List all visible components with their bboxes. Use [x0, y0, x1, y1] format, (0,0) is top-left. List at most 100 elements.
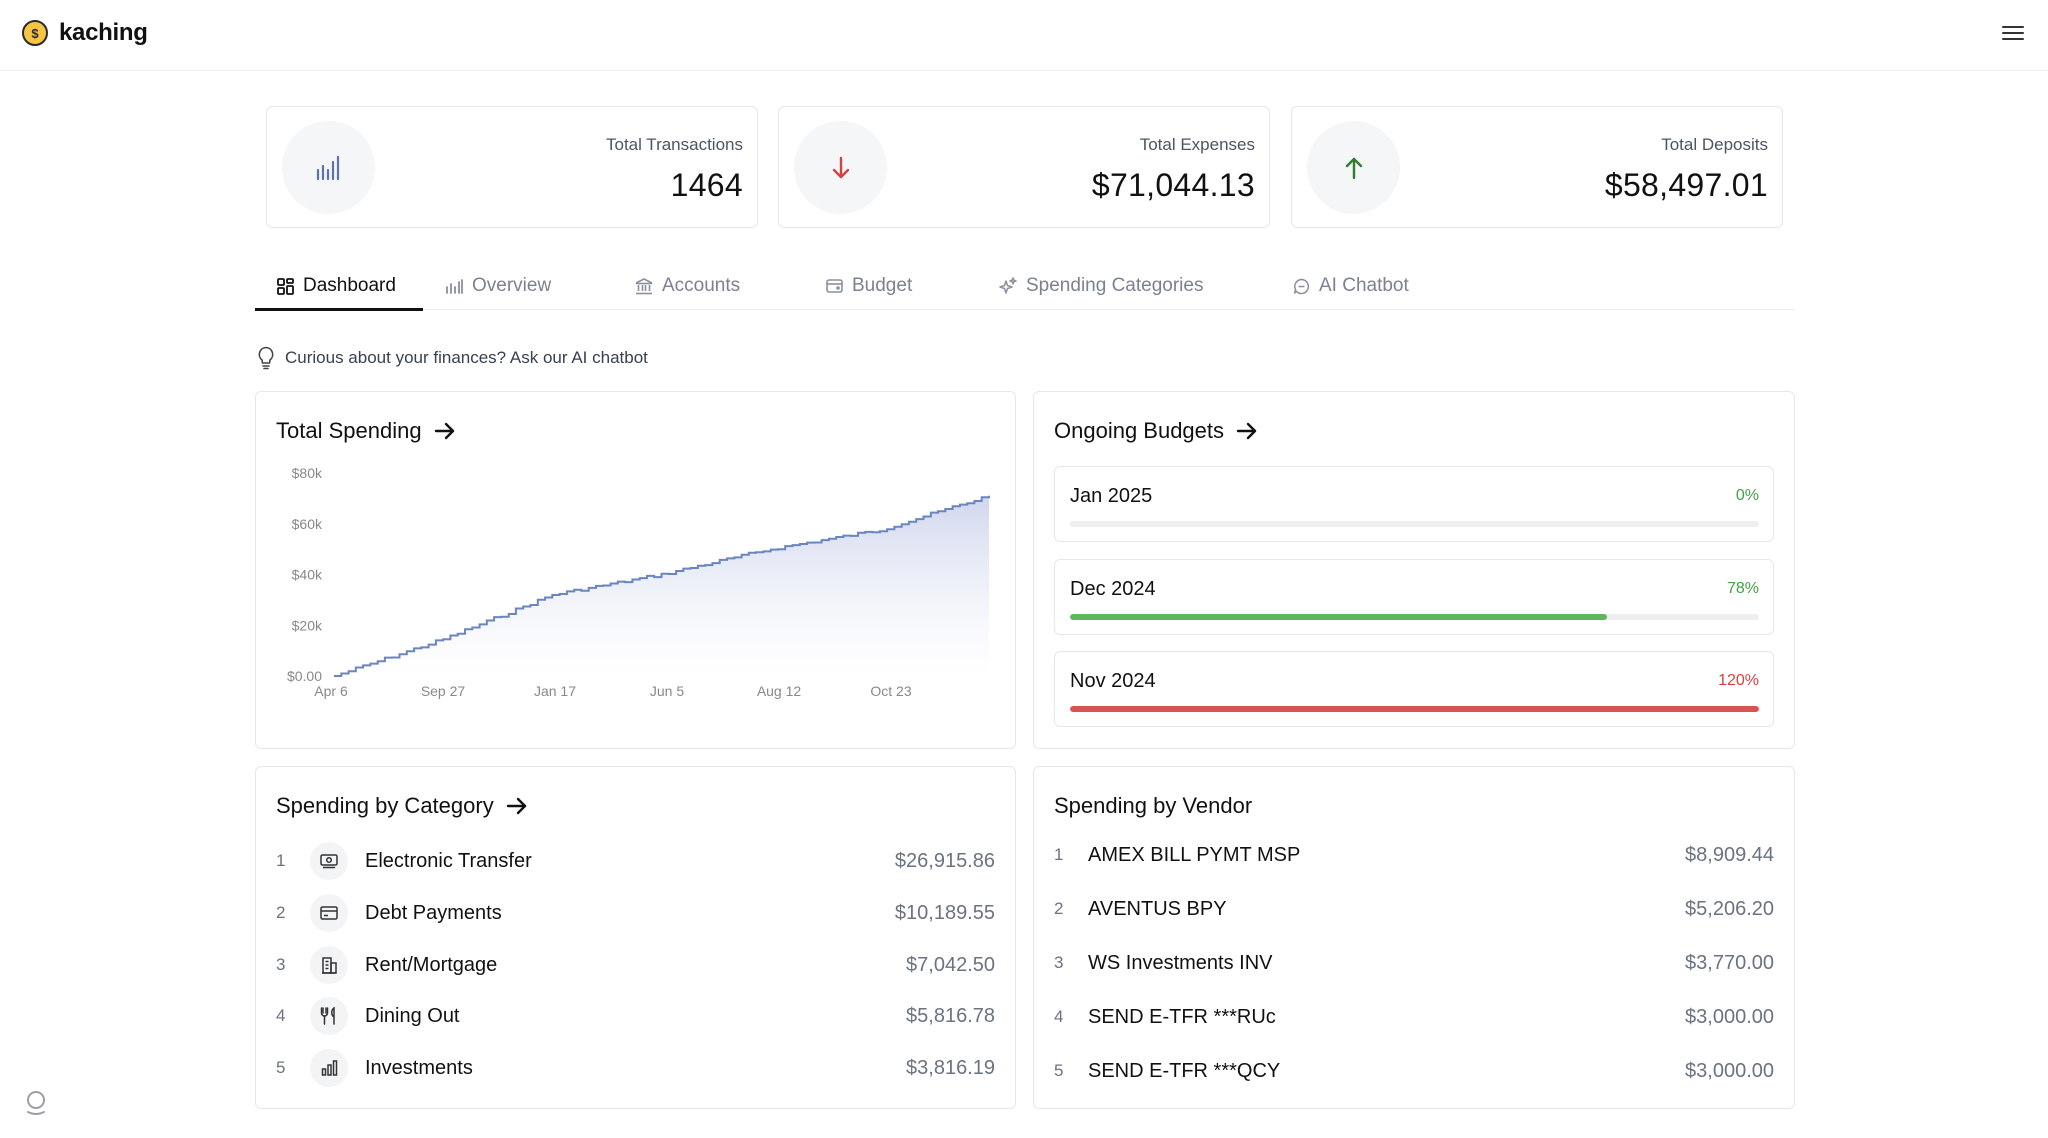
tab-accounts[interactable]: Accounts	[613, 262, 804, 310]
arrow-down-icon	[794, 121, 887, 214]
y-tick-label: $80k	[292, 465, 323, 481]
vendor-rank: 5	[1054, 1061, 1064, 1080]
tab-budget[interactable]: Budget	[804, 262, 977, 310]
y-tick-label: $60k	[292, 516, 323, 532]
hint-text: Curious about your finances? Ask our AI …	[285, 348, 648, 367]
budget-progress-track	[1070, 706, 1759, 712]
ongoing-budgets-panel: Ongoing Budgets Jan 2025 0% Dec 2024 78%…	[1033, 391, 1795, 749]
vendor-row[interactable]: 2 AVENTUS BPY $5,206.20	[1054, 887, 1774, 931]
x-tick-label: Sep 27	[421, 683, 466, 699]
vendor-row[interactable]: 1 AMEX BILL PYMT MSP $8,909.44	[1054, 833, 1774, 877]
y-tick-label: $40k	[292, 567, 323, 583]
tab-dashboard[interactable]: Dashboard	[255, 262, 423, 311]
budget-card-nov-2024[interactable]: Nov 2024 120%	[1054, 651, 1774, 727]
category-row[interactable]: 1 Electronic Transfer $26,915.86	[276, 839, 995, 883]
category-row[interactable]: 4 Dining Out $5,816.78	[276, 994, 995, 1038]
spending-by-category-title[interactable]: Spending by Category	[276, 793, 528, 819]
tab-label: AI Chatbot	[1319, 275, 1409, 296]
bar-chart-icon	[282, 121, 375, 214]
vendor-rank: 2	[1054, 899, 1064, 918]
building-icon	[310, 946, 348, 984]
chart-bars-icon	[310, 1049, 348, 1087]
vendor-rank: 3	[1054, 953, 1064, 972]
budget-progress-fill	[1070, 706, 1759, 712]
category-value: $7,042.50	[906, 953, 995, 976]
arrow-up-icon	[1307, 121, 1400, 214]
total-spending-title[interactable]: Total Spending	[276, 418, 456, 444]
app-name: kaching	[59, 19, 148, 46]
x-tick-label: Jan 17	[534, 683, 576, 699]
credit-card-icon	[310, 894, 348, 932]
budget-card-jan-2025[interactable]: Jan 2025 0%	[1054, 466, 1774, 542]
ai-chatbot-hint[interactable]: Curious about your finances? Ask our AI …	[257, 346, 648, 370]
tab-label: Budget	[852, 275, 913, 296]
stat-value: 1464	[670, 167, 743, 203]
dashboard-icon	[277, 277, 294, 295]
category-rank: 1	[276, 851, 286, 870]
tab-ai-chatbot[interactable]: AI Chatbot	[1271, 262, 1441, 310]
ongoing-budgets-title[interactable]: Ongoing Budgets	[1054, 418, 1258, 444]
wallet-icon	[826, 278, 843, 294]
vendor-rank: 1	[1054, 845, 1064, 864]
assistant-launcher-icon[interactable]	[22, 1088, 50, 1116]
vendor-value: $3,770.00	[1685, 951, 1774, 974]
arrow-right-icon[interactable]	[434, 422, 456, 440]
budget-progress-track	[1070, 521, 1759, 527]
category-rank: 3	[276, 955, 286, 974]
budget-progress-fill	[1070, 614, 1608, 620]
spending-by-vendor-panel: Spending by Vendor 1 AMEX BILL PYMT MSP …	[1033, 766, 1795, 1109]
vendor-name: WS Investments INV	[1088, 951, 1273, 974]
vendor-row[interactable]: 5 SEND E-TFR ***QCY $3,000.00	[1054, 1049, 1774, 1093]
total-spending-panel: Total Spending $0.00 $20k $40k $60k $80k Apr…	[255, 391, 1016, 749]
stat-label: Total Transactions	[605, 135, 743, 154]
vendor-row[interactable]: 3 WS Investments INV $3,770.00	[1054, 941, 1774, 985]
arrow-right-icon[interactable]	[506, 797, 528, 815]
budget-progress-track	[1070, 614, 1759, 620]
bar-chart-icon	[445, 278, 463, 294]
stat-label: Total Expenses	[1139, 135, 1255, 154]
budget-card-dec-2024[interactable]: Dec 2024 78%	[1054, 559, 1774, 635]
utensils-icon	[310, 997, 348, 1035]
category-row[interactable]: 5 Investments $3,816.19	[276, 1046, 995, 1090]
spending-line	[334, 495, 990, 677]
category-row[interactable]: 3 Rent/Mortgage $7,042.50	[276, 943, 995, 987]
category-rank: 2	[276, 903, 286, 922]
vendor-name: SEND E-TFR ***RUc	[1088, 1005, 1276, 1028]
bank-icon	[635, 277, 653, 295]
vendor-value: $5,206.20	[1685, 897, 1774, 920]
vendor-value: $3,000.00	[1685, 1059, 1774, 1082]
tab-overview[interactable]: Overview	[423, 262, 613, 310]
vendor-name: SEND E-TFR ***QCY	[1088, 1059, 1281, 1082]
category-value: $3,816.19	[906, 1056, 995, 1079]
spending-by-vendor-title: Spending by Vendor	[1054, 793, 1252, 819]
stat-card-transactions: Total Transactions 1464	[266, 106, 758, 228]
category-value: $5,816.78	[906, 1004, 995, 1027]
category-value: $10,189.55	[894, 901, 995, 924]
budget-name: Jan 2025	[1070, 485, 1153, 507]
category-row[interactable]: 2 Debt Payments $10,189.55	[276, 891, 995, 935]
vendor-row[interactable]: 4 SEND E-TFR ***RUc $3,000.00	[1054, 995, 1774, 1039]
x-tick-label: Aug 12	[757, 683, 802, 699]
category-name: Dining Out	[365, 1004, 460, 1027]
tab-label: Spending Categories	[1026, 275, 1204, 296]
x-tick-label: Jun 5	[650, 683, 684, 699]
budget-percent: 78%	[1726, 580, 1759, 597]
tab-spending-categories[interactable]: Spending Categories	[977, 262, 1271, 310]
vendor-rank: 4	[1054, 1007, 1064, 1026]
category-value: $26,915.86	[894, 849, 995, 872]
vendor-value: $8,909.44	[1685, 843, 1774, 866]
panel-title-text: Ongoing Budgets	[1054, 418, 1225, 443]
x-tick-label: Apr 6	[314, 683, 348, 699]
hamburger-menu-icon[interactable]	[2000, 22, 2026, 48]
brand[interactable]: $ kaching	[22, 19, 148, 47]
panel-title-text: Spending by Category	[276, 793, 494, 818]
spending-by-category-panel: Spending by Category 1 Electronic Transf…	[255, 766, 1016, 1109]
y-tick-label: $20k	[292, 617, 323, 633]
tab-bar: Dashboard Overview Accounts Budget Spend…	[255, 262, 1795, 311]
tab-label: Accounts	[662, 275, 741, 296]
y-tick-label: $0.00	[287, 668, 322, 684]
spending-area	[334, 495, 989, 676]
stat-card-deposits: Total Deposits $58,497.01	[1291, 106, 1783, 228]
category-name: Investments	[365, 1056, 473, 1079]
arrow-right-icon[interactable]	[1236, 422, 1258, 440]
